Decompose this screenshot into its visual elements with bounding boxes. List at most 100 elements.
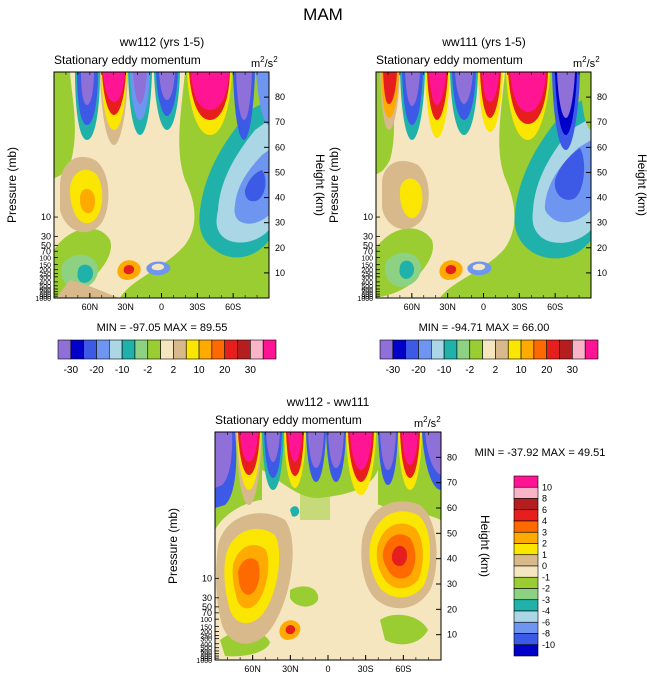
- colorbar-swatch: [533, 339, 548, 360]
- x-tick-label: 30N: [282, 664, 299, 674]
- colorbar-label: 6: [542, 505, 547, 515]
- colorbar-label: -20: [89, 365, 104, 376]
- colorbar-swatch: [430, 339, 445, 360]
- colorbar-swatch: [405, 339, 419, 360]
- pressure-tick-label: 250: [200, 633, 212, 640]
- panel-2-pressure-ticks: 10 30507010015020025030040050060070080090…: [357, 212, 380, 303]
- pressure-tick-label: 150: [361, 263, 373, 270]
- x-tick-label: 0: [481, 302, 486, 312]
- panel-3-pressure-ticks: 10 30507010015020025030040050060070080090…: [196, 573, 219, 665]
- colorbar-label: -10: [542, 640, 555, 650]
- field-fill: [256, 72, 269, 125]
- units-mid: /s: [428, 418, 437, 430]
- colorbar-label: 4: [542, 516, 547, 526]
- colorbar-swatch: [495, 339, 509, 360]
- height-tick-label: 60: [597, 142, 607, 152]
- pressure-tick-label: 800: [39, 292, 51, 299]
- colorbar-swatch: [83, 339, 97, 360]
- x-tick-label: 60N: [244, 664, 261, 674]
- field-fill: [133, 72, 147, 104]
- field-fill: [328, 432, 344, 468]
- colorbar-label: -2: [542, 584, 550, 594]
- height-tick-label: 60: [447, 503, 457, 513]
- x-tick-label: 30S: [189, 302, 205, 312]
- colorbar-label: -4: [542, 606, 550, 616]
- field-fill: [580, 72, 591, 130]
- colorbar-label: -10: [115, 365, 130, 376]
- panel-3-ylabel: Pressure (mb): [166, 508, 180, 584]
- units-exp: 2: [273, 55, 278, 64]
- colorbar-swatch: [572, 339, 586, 360]
- colorbar-swatch: [469, 339, 483, 360]
- colorbar-swatch: [559, 339, 573, 360]
- height-tick-label: 20: [447, 604, 457, 614]
- colorbar-swatch: [57, 339, 72, 360]
- panel-3-field: [215, 432, 441, 660]
- panel-1-colorbar: -30 -20 -10 -2 2 10 20 30: [57, 339, 277, 376]
- colorbar-swatch: [513, 565, 539, 578]
- colorbar-swatch: [482, 339, 496, 360]
- panel-1-height-ticks: 10 20 30 40 50 60 70 80: [264, 92, 285, 278]
- field-fill: [290, 586, 319, 607]
- field-fill: [300, 470, 330, 520]
- panel-2: ww111 (yrs 1-5) Stationary eddy momentum…: [327, 35, 647, 376]
- height-tick-label: 80: [447, 452, 457, 462]
- pressure-tick-label: 200: [39, 268, 51, 275]
- height-tick-label: 70: [447, 478, 457, 488]
- x-tick-label: 30S: [511, 302, 527, 312]
- panel-2-subtitle: Stationary eddy momentum: [376, 53, 523, 67]
- panel-1-xticks: 60N 30N 0 30S 60S: [65, 72, 258, 312]
- pressure-tick-label: 400: [361, 280, 373, 287]
- panel-1-subtitle: Stationary eddy momentum: [54, 53, 201, 67]
- colorbar-swatch: [513, 486, 539, 499]
- colorbar-label: 30: [567, 365, 579, 376]
- units-exp: 2: [423, 415, 428, 424]
- field-fill: [236, 72, 252, 120]
- panel-3-xticks: 60N 30N 0 30S 60S: [227, 432, 429, 674]
- colorbar-swatch: [513, 520, 539, 533]
- colorbar-label: -1: [542, 572, 550, 582]
- colorbar-swatch: [513, 621, 539, 634]
- colorbar-swatch: [513, 531, 539, 544]
- field-fill: [285, 625, 296, 635]
- panel-3-units: m2/s2: [414, 415, 441, 430]
- pressure-tick-label: 30: [41, 231, 51, 241]
- pressure-tick-label: 200: [361, 268, 373, 275]
- pressure-tick-label: 150: [200, 624, 212, 631]
- colorbar-label: -30: [386, 365, 401, 376]
- panel-2-units: m2/s2: [573, 55, 600, 70]
- panel-1-pressure-ticks: 10 30507010015020025030040050060070080090…: [35, 212, 58, 303]
- field-fill: [425, 432, 441, 475]
- pressure-tick-label: 100: [39, 256, 51, 263]
- pressure-tick-label: 600: [200, 649, 212, 656]
- panel-2-stats: MIN = -94.71 MAX = 66.00: [419, 322, 550, 334]
- colorbar-swatch: [520, 339, 535, 360]
- colorbar-label: 30: [245, 365, 257, 376]
- colorbar-swatch: [198, 339, 213, 360]
- pressure-tick-label: 10: [363, 212, 373, 222]
- pressure-tick-label: 800: [361, 292, 373, 299]
- pressure-tick-label: 1000: [35, 296, 51, 303]
- panel-1: ww112 (yrs 1-5) Stationary eddy momentum…: [5, 35, 327, 376]
- colorbar-swatch: [513, 475, 539, 488]
- colorbar-swatch: [160, 339, 174, 360]
- pressure-tick-label: 10: [41, 212, 51, 222]
- colorbar-label: -20: [411, 365, 426, 376]
- field-fill: [445, 265, 457, 275]
- colorbar-label: 2: [493, 365, 499, 376]
- height-tick-label: 10: [597, 268, 607, 278]
- colorbar-label: 20: [219, 365, 231, 376]
- units-mid: /s: [587, 58, 596, 70]
- units-exp: 2: [582, 55, 587, 64]
- pressure-tick-label: 250: [361, 272, 373, 279]
- colorbar-swatch: [513, 633, 539, 646]
- field-fill: [54, 72, 75, 180]
- panel-2-ylabel: Pressure (mb): [327, 147, 341, 223]
- colorbar-swatch: [507, 339, 522, 360]
- field-fill: [308, 432, 324, 468]
- height-tick-label: 10: [447, 630, 457, 640]
- pressure-tick-label: 700: [200, 652, 212, 659]
- colorbar-swatch: [173, 339, 187, 360]
- colorbar-swatch: [584, 339, 599, 360]
